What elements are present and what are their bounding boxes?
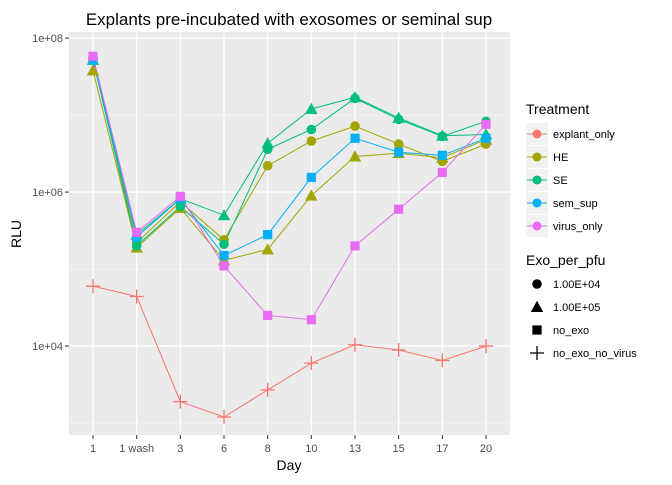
plot-panel <box>69 32 510 435</box>
y-tick-label: 1e+08 <box>32 33 63 45</box>
legend-label: explant_only <box>553 129 615 141</box>
data-point-sem_sup <box>219 250 229 261</box>
legend-key-dot <box>532 152 542 162</box>
data-point-HE <box>350 121 360 131</box>
data-point-HE <box>306 136 317 146</box>
series-line-SE-1.00E+04 <box>92 59 487 247</box>
chart-title: Explants pre-incubated with exosomes or … <box>86 10 492 29</box>
legend-key-shape <box>530 300 544 312</box>
data-point-sem_sup <box>437 150 447 160</box>
x-tick-label: 20 <box>480 443 492 455</box>
x-tick-label: 6 <box>221 443 227 455</box>
lines-layer <box>92 56 487 418</box>
data-point-HE <box>262 160 273 171</box>
y-axis-label: RLU <box>8 220 24 248</box>
y-tick-label: 1e+04 <box>32 341 63 353</box>
data-point-virus_only <box>481 119 491 129</box>
data-point-SE <box>131 241 142 251</box>
data-point-virus_only <box>306 315 316 325</box>
legend-label: virus_only <box>553 221 603 233</box>
data-point-explant_only <box>479 339 493 354</box>
legend-label: HE <box>553 152 568 164</box>
legend-label: sem_sup <box>553 198 598 210</box>
data-point-virus_only <box>263 310 273 321</box>
series-line-SE-1.00E+05 <box>92 59 487 236</box>
x-axis-label: Day <box>277 457 302 473</box>
data-point-explant_only <box>348 337 362 352</box>
series-line-virus_only-no_exo <box>92 56 487 321</box>
legend-key-shape <box>532 279 542 289</box>
series-line-sem_sup-no_exo <box>92 59 487 257</box>
data-point-SE <box>392 111 405 123</box>
data-point-sem_sup <box>263 230 273 240</box>
legend-label: no_exo_no_virus <box>553 348 637 360</box>
legend-key-shape <box>530 346 544 360</box>
legend-key-dot <box>532 129 542 139</box>
points-layer <box>86 51 493 424</box>
y-tick-label: 1e+06 <box>32 187 63 199</box>
series-line-explant_only-no_exo_no_virus <box>92 285 487 418</box>
legend-key-dot <box>532 198 542 208</box>
data-point-sem_sup <box>394 147 404 157</box>
x-tick-label: 1 wash <box>119 443 154 455</box>
data-point-virus_only <box>88 51 98 61</box>
data-point-explant_only <box>304 356 319 371</box>
legend-label: SE <box>553 175 568 187</box>
legend-title-exo: Exo_per_pfu <box>526 252 605 268</box>
data-point-explant_only <box>129 289 144 304</box>
data-point-virus_only <box>437 167 447 178</box>
data-point-explant_only <box>391 342 406 357</box>
legend-key-dot <box>532 175 542 185</box>
data-point-explant_only <box>260 382 275 397</box>
data-point-SE <box>306 124 317 135</box>
data-point-SE <box>436 129 449 141</box>
data-point-SE <box>348 91 362 103</box>
data-point-sem_sup <box>132 232 142 242</box>
data-point-SE <box>175 201 186 212</box>
data-point-HE <box>348 150 362 162</box>
data-point-sem_sup <box>350 133 360 143</box>
data-point-explant_only <box>86 279 100 294</box>
series-line-HE-1.00E+05 <box>92 70 487 261</box>
data-point-virus_only <box>394 204 404 214</box>
data-point-virus_only <box>175 191 185 201</box>
data-point-sem_sup <box>306 172 316 183</box>
x-tick-label: 3 <box>177 443 183 455</box>
series-line-HE-1.00E+04 <box>92 57 487 244</box>
legend: Treatment explant_only HE SE sem_sup virus_on… <box>526 101 637 360</box>
y-axis: 1e+08 1e+06 1e+04 <box>32 33 69 353</box>
legend-key-shape <box>532 325 542 335</box>
x-tick-label: 15 <box>393 443 405 455</box>
data-point-explant_only <box>173 394 188 409</box>
data-point-SE <box>219 239 229 250</box>
x-tick-label: 8 <box>265 443 271 455</box>
data-point-HE <box>86 64 100 76</box>
legend-key-dot <box>532 221 542 231</box>
data-point-explant_only <box>217 409 231 424</box>
data-point-SE <box>261 137 274 149</box>
data-point-SE <box>305 102 318 114</box>
data-point-SE <box>217 209 231 221</box>
legend-label: no_exo <box>553 325 589 337</box>
x-tick-label: 13 <box>349 443 361 455</box>
legend-label: 1.00E+04 <box>553 279 600 291</box>
legend-label: 1.00E+05 <box>553 302 600 314</box>
data-point-virus_only <box>219 261 229 271</box>
data-point-HE <box>261 243 274 255</box>
x-tick-label: 1 <box>90 443 96 455</box>
x-axis: 1 1 wash 3 6 8 10 13 15 17 20 <box>90 435 492 455</box>
data-point-explant_only <box>435 353 450 368</box>
x-tick-label: 10 <box>305 443 317 455</box>
data-point-HE <box>393 139 404 149</box>
legend-title-treatment: Treatment <box>526 101 589 117</box>
data-point-virus_only <box>132 227 142 237</box>
data-point-HE <box>305 189 318 201</box>
data-point-virus_only <box>350 241 360 251</box>
x-tick-label: 17 <box>436 443 448 455</box>
data-point-sem_sup <box>481 133 491 143</box>
